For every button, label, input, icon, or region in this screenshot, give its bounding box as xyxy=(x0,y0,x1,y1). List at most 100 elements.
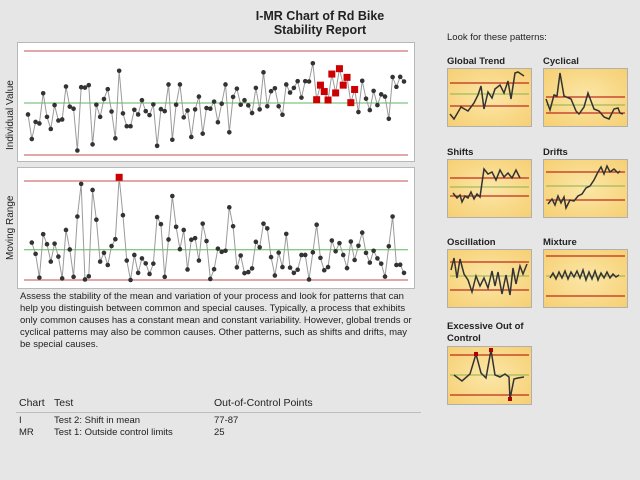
data-point xyxy=(94,102,99,108)
data-point xyxy=(177,246,183,252)
data-point xyxy=(310,250,316,255)
data-point xyxy=(295,78,300,84)
data-point xyxy=(211,266,217,272)
data-point xyxy=(340,252,346,258)
data-point xyxy=(363,250,369,256)
data-point xyxy=(371,88,376,94)
data-point xyxy=(401,79,407,84)
i-chart-ylabel: Individual Value xyxy=(5,80,16,150)
data-point xyxy=(90,142,95,147)
data-point xyxy=(302,78,308,84)
data-point xyxy=(105,262,111,268)
pattern-thumb-shifts xyxy=(447,159,532,218)
data-point xyxy=(344,265,350,271)
data-point xyxy=(314,222,319,228)
pattern-thumb-mixture xyxy=(543,249,628,308)
data-point xyxy=(356,109,361,115)
data-point xyxy=(181,227,187,233)
data-point xyxy=(329,238,335,243)
data-point xyxy=(113,236,118,242)
data-point xyxy=(25,112,31,117)
data-point xyxy=(215,119,221,125)
data-point xyxy=(348,239,354,244)
data-point xyxy=(196,94,202,99)
data-point xyxy=(109,109,114,114)
data-line xyxy=(27,63,405,151)
data-point xyxy=(63,84,69,89)
data-point xyxy=(143,108,149,114)
data-point xyxy=(56,118,61,123)
data-point xyxy=(242,97,247,103)
data-point xyxy=(97,114,103,120)
pattern-label-mixture: Mixture xyxy=(543,237,577,248)
data-point xyxy=(321,267,327,273)
data-point xyxy=(132,107,137,113)
flagged-point xyxy=(347,99,355,107)
data-point xyxy=(264,226,270,231)
data-point xyxy=(135,112,141,117)
data-point xyxy=(238,102,243,108)
data-point xyxy=(302,252,308,258)
pattern-thumb-global-trend xyxy=(447,68,532,127)
data-point xyxy=(283,82,289,87)
data-point xyxy=(378,261,384,266)
data-point xyxy=(29,136,35,142)
data-point xyxy=(33,119,38,125)
data-point xyxy=(261,221,266,226)
data-point xyxy=(325,264,331,270)
pattern-label-shifts: Shifts xyxy=(447,147,474,158)
data-point xyxy=(78,181,84,187)
flagged-point xyxy=(316,81,324,89)
data-point xyxy=(200,131,206,136)
data-point xyxy=(40,90,46,96)
data-point xyxy=(158,106,164,112)
data-point xyxy=(139,97,145,103)
data-point xyxy=(59,117,65,122)
data-point xyxy=(359,78,365,84)
data-point xyxy=(40,231,46,237)
data-point xyxy=(291,85,297,91)
data-point xyxy=(287,90,293,95)
data-point xyxy=(185,267,190,272)
data-point xyxy=(295,267,300,273)
data-point xyxy=(173,224,179,230)
data-point xyxy=(116,68,122,74)
data-point xyxy=(245,103,251,108)
flagged-point xyxy=(339,81,347,89)
data-point xyxy=(397,262,403,268)
data-point xyxy=(82,85,88,90)
data-point xyxy=(44,241,50,247)
pattern-label-oscillation: Oscillation xyxy=(447,237,496,248)
data-point xyxy=(245,269,251,275)
data-point xyxy=(128,277,133,283)
data-point xyxy=(170,193,175,199)
data-point xyxy=(196,258,202,263)
report-subtitle: Stability Report xyxy=(273,23,367,37)
mr-chart-ylabel: Moving Range xyxy=(5,195,16,260)
data-point xyxy=(204,238,209,244)
data-point xyxy=(390,74,395,80)
data-point xyxy=(257,107,262,112)
data-point xyxy=(386,116,392,122)
data-point xyxy=(173,102,179,108)
data-point xyxy=(378,92,384,97)
data-point xyxy=(276,250,281,255)
data-point xyxy=(226,205,232,210)
data-point xyxy=(154,143,160,149)
data-point xyxy=(299,252,304,258)
table-header-test: Test xyxy=(54,397,74,409)
data-point xyxy=(382,94,388,99)
data-point xyxy=(280,264,285,270)
data-point xyxy=(367,260,373,265)
data-point xyxy=(234,86,240,91)
data-point xyxy=(97,259,103,264)
data-point xyxy=(268,88,274,94)
mr-chart xyxy=(24,173,408,283)
data-point xyxy=(56,254,61,259)
data-point xyxy=(306,277,312,282)
data-point xyxy=(113,136,118,141)
data-point xyxy=(249,266,255,271)
data-point xyxy=(264,103,270,109)
flagged-point xyxy=(343,73,351,81)
data-point xyxy=(124,258,130,263)
